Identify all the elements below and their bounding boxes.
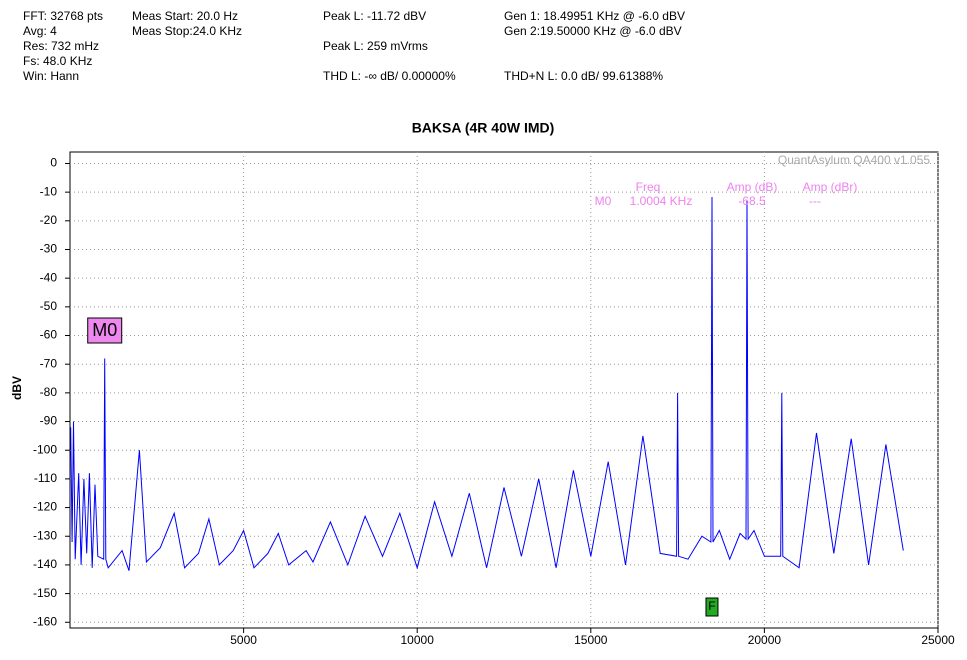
header-win: Win: Hann (23, 69, 79, 83)
f-marker-label: F (708, 599, 715, 613)
marker-label: M0 (92, 320, 117, 340)
header-avg: Avg: 4 (23, 24, 57, 38)
header-fs: Fs: 48.0 KHz (23, 54, 92, 68)
y-tick-label: -70 (40, 356, 58, 370)
chart-title: BAKSA (4R 40W IMD) (412, 120, 555, 136)
y-tick-label: -90 (40, 414, 58, 428)
header-gen2: Gen 2:19.50000 KHz @ -6.0 dBV (504, 24, 682, 38)
spectrum-line (70, 196, 904, 571)
marker-box (87, 317, 123, 344)
marker-table-cell: M0 (595, 194, 612, 208)
marker-table-cell: -68.5 (738, 194, 766, 208)
marker-table-header: Amp (dBr) (803, 180, 858, 194)
marker-table-header: Freq (636, 180, 661, 194)
y-tick-label: -100 (33, 442, 57, 456)
y-tick-label: -20 (40, 213, 58, 227)
marker-table-cell: 1.0004 KHz (630, 194, 693, 208)
header-meas-stop: Meas Stop:24.0 KHz (132, 24, 242, 38)
y-tick-label: -40 (40, 270, 58, 284)
header-thd: THD L: -∞ dB/ 0.00000% (323, 69, 456, 83)
y-axis-label: dBV (10, 376, 24, 400)
x-tick-label: 25000 (921, 633, 955, 647)
x-tick-label: 20000 (748, 633, 782, 647)
y-tick-label: -120 (33, 500, 57, 514)
header-thdn: THD+N L: 0.0 dB/ 99.61388% (504, 69, 663, 83)
y-tick-label: -60 (40, 328, 58, 342)
y-tick-label: -110 (34, 471, 57, 485)
header-res: Res: 732 mHz (23, 39, 99, 53)
header-peak-rms: Peak L: 259 mVrms (323, 39, 428, 53)
header-peak: Peak L: -11.72 dBV (323, 9, 426, 23)
plot-frame (69, 151, 939, 629)
header-gen1: Gen 1: 18.49951 KHz @ -6.0 dBV (504, 9, 685, 23)
marker-table-header: Amp (dB) (727, 180, 778, 194)
x-tick-label: 15000 (574, 633, 608, 647)
header-fft: FFT: 32768 pts (23, 9, 103, 23)
y-tick-label: -150 (33, 586, 57, 600)
y-tick-label: -50 (40, 299, 58, 313)
y-tick-label: 0 (50, 156, 57, 170)
y-tick-label: -80 (40, 385, 58, 399)
watermark: QuantAsylum QA400 v1.055 (778, 153, 930, 167)
header-meas-start: Meas Start: 20.0 Hz (132, 9, 238, 23)
x-tick-label: 10000 (401, 633, 435, 647)
y-tick-label: -140 (33, 557, 57, 571)
y-tick-label: -30 (40, 242, 58, 256)
y-tick-label: -130 (33, 528, 57, 542)
marker-table-cell: --- (809, 194, 821, 208)
f-marker-box (705, 597, 719, 617)
x-tick-label: 5000 (230, 633, 257, 647)
y-tick-label: -160 (33, 614, 57, 628)
y-tick-label: -10 (40, 184, 58, 198)
